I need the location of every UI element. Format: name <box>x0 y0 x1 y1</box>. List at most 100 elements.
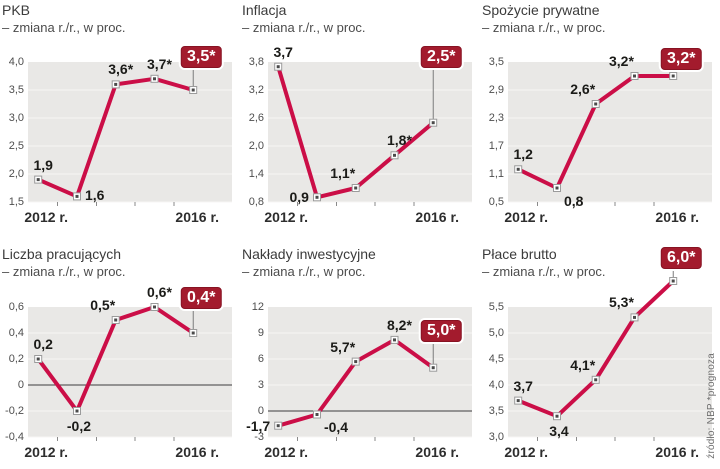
chart-plot-place-brutto: 5,5 5,0 4,5 4,0 3,5 3,0 2012 r. 2016 r. 3,7 3,4 4,… <box>480 230 720 469</box>
data-point-dot <box>555 414 559 418</box>
data-point-dot <box>114 82 118 86</box>
chart-place-brutto: Płace brutto – zmiana r./r., w proc. 5,5… <box>480 230 720 469</box>
chart-pkb: PKB – zmiana r./r., w proc. 4,0 3,5 3,0 2,5… <box>0 0 240 230</box>
x-axis-label-end: 2016 r. <box>655 444 700 460</box>
data-point-dot <box>594 378 598 382</box>
data-point-dot <box>393 153 396 157</box>
y-tick-label: -3 <box>254 431 264 443</box>
x-axis-label-end: 2016 r. <box>175 444 220 460</box>
plot-area <box>508 307 712 437</box>
data-point-dot <box>315 413 319 416</box>
x-axis-label-start: 2012 r. <box>24 209 68 225</box>
data-label: 0,8 <box>563 193 584 209</box>
y-tick-label: 1,4 <box>248 168 264 180</box>
plot-area <box>28 62 232 202</box>
y-tick-label: 4,5 <box>488 353 504 365</box>
data-label: 1,6 <box>84 187 105 204</box>
data-label: 5,3* <box>609 294 634 311</box>
data-label: 0,9 <box>289 189 309 206</box>
x-axis-label-start: 2012 r. <box>264 444 308 460</box>
chart-title: Inflacja <box>242 2 287 18</box>
data-label: 0,6* <box>147 284 172 300</box>
data-label: 8,2* <box>387 316 412 333</box>
data-label: 1,8* <box>387 132 412 149</box>
data-label: 3,2* <box>609 53 634 69</box>
x-axis-label-end: 2016 r. <box>655 209 700 225</box>
chart-inflacja: Inflacja – zmiana r./r., w proc. 3,8 3,2 2… <box>240 0 480 230</box>
data-point-dot <box>393 338 396 342</box>
x-axis-label-end: 2016 r. <box>175 209 220 225</box>
forecast-badge: 2,5* <box>421 46 462 68</box>
y-tick-label: 4,0 <box>8 56 24 68</box>
chart-plot-inflacja: 3,8 3,2 2,6 2,0 1,4 0,8 2012 r. 2016 r. 3,7 0,9 1,… <box>240 0 480 230</box>
data-label: 0,2 <box>33 336 53 352</box>
data-label: -0,4 <box>323 419 349 436</box>
x-axis-label-start: 2012 r. <box>264 209 308 225</box>
data-point-dot <box>354 360 358 364</box>
data-point-dot <box>75 409 79 413</box>
chart-plot-spozycie-prywatne: 3,5 2,9 2,3 1,7 1,1 0,5 2012 r. 2016 r. 1,2 0,8 2,… <box>480 0 720 230</box>
data-label: 0,5* <box>90 297 116 313</box>
y-tick-label: 0 <box>17 379 24 391</box>
data-point-dot <box>191 88 195 92</box>
forecast-badge: 5,0* <box>421 320 462 342</box>
y-tick-label: 3 <box>257 379 264 391</box>
y-tick-label: 3,5 <box>488 405 504 417</box>
forecast-badge: 0,4* <box>181 287 222 309</box>
data-label: -1,7 <box>246 417 271 434</box>
y-tick-label: 12 <box>251 301 264 313</box>
chart-subtitle: – zmiana r./r., w proc. <box>482 20 606 35</box>
forecast-badge: 3,2* <box>661 48 702 70</box>
data-point-dot <box>114 318 118 322</box>
y-tick-label: 0,2 <box>8 353 24 365</box>
x-axis-label-start: 2012 r. <box>504 209 548 225</box>
chart-title: PKB <box>2 2 31 18</box>
data-label: 3,7 <box>273 43 293 60</box>
data-label: 1,1* <box>330 165 356 181</box>
data-label: 1,9 <box>33 156 53 173</box>
data-point-dot <box>671 279 675 283</box>
y-tick-label: 6 <box>257 353 264 365</box>
y-tick-label: 1,1 <box>488 168 504 180</box>
data-point-dot <box>191 331 195 335</box>
chart-title: Liczba pracujących <box>2 246 122 262</box>
y-tick-label: 0,4 <box>8 327 24 339</box>
data-label: 1,2 <box>513 146 533 163</box>
data-point-dot <box>555 186 559 190</box>
chart-plot-naklady-inwestycyjne: 12 9 6 3 0 -3 2012 r. 2016 r. -1,7 -0,4 5,7* 8,2* 5,… <box>240 230 480 469</box>
x-axis-label-start: 2012 r. <box>24 444 68 460</box>
data-point-dot <box>431 366 435 370</box>
x-axis-label-end: 2016 r. <box>415 444 460 460</box>
y-tick-label: 1,7 <box>488 140 504 152</box>
y-tick-label: 3,0 <box>8 112 24 124</box>
y-tick-label: 0,5 <box>488 196 504 208</box>
chart-subtitle: – zmiana r./r., w proc. <box>482 264 606 279</box>
y-tick-label: 1,5 <box>8 196 24 208</box>
chart-subtitle: – zmiana r./r., w proc. <box>2 264 126 279</box>
data-label: 3,4 <box>549 423 569 440</box>
data-label: -0,2 <box>66 418 92 434</box>
data-label: 4,1* <box>570 356 596 373</box>
data-label: 3,7* <box>147 55 172 72</box>
y-tick-label: 3,8 <box>248 56 264 68</box>
y-tick-label: 3,2 <box>248 84 264 96</box>
y-tick-label: 0 <box>257 405 264 417</box>
source-note: źródło: NBP *prognoza <box>706 353 717 459</box>
y-tick-label: 0,6 <box>8 301 24 313</box>
y-tick-label: 0,8 <box>248 196 264 208</box>
y-tick-label: -0,2 <box>5 405 24 417</box>
data-label: 2,6* <box>570 81 596 97</box>
data-point-dot <box>315 195 319 199</box>
y-tick-label: 2,3 <box>488 112 504 124</box>
chart-title: Nakłady inwestycyjne <box>242 246 376 262</box>
y-tick-label: 5,5 <box>488 301 504 313</box>
data-point-dot <box>633 74 636 78</box>
data-point-dot <box>671 74 675 78</box>
chart-plot-liczba-pracujacych: 0,6 0,4 0,2 0 -0,2 -0,4 2012 r. 2016 r. 0,2 -0,2 0… <box>0 230 240 469</box>
chart-title: Spożycie prywatne <box>482 2 600 18</box>
data-point-dot <box>594 102 598 106</box>
x-axis-label-end: 2016 r. <box>415 209 460 225</box>
chart-title: Płace brutto <box>482 246 557 262</box>
data-point-dot <box>75 194 79 198</box>
